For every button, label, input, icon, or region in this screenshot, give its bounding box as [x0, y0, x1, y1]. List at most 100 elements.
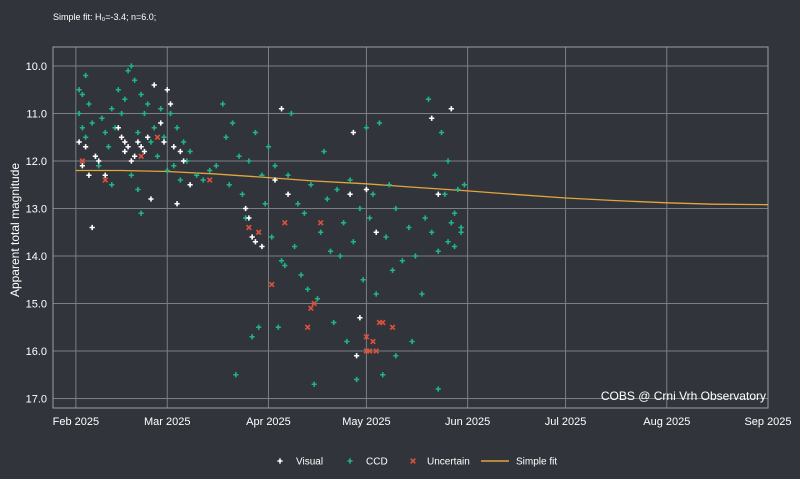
- data-point: [324, 196, 330, 202]
- data-point: [89, 224, 95, 231]
- data-point: [213, 163, 219, 169]
- legend-item-visual[interactable]: Visual: [277, 457, 323, 468]
- data-point: [363, 186, 370, 193]
- data-point: [410, 458, 416, 464]
- data-point: [350, 129, 356, 136]
- data-point: [233, 372, 239, 378]
- data-point: [86, 172, 92, 178]
- data-point: [187, 182, 193, 188]
- data-point: [187, 148, 193, 155]
- legend-label: Uncertain: [427, 457, 470, 468]
- data-point: [429, 229, 435, 235]
- data-point: [386, 182, 392, 188]
- data-point: [161, 134, 167, 140]
- data-point: [367, 215, 373, 221]
- data-point: [432, 172, 438, 178]
- data-point: [83, 72, 89, 79]
- data-point: [370, 338, 376, 345]
- data-point: [79, 163, 85, 169]
- data-point: [340, 220, 347, 226]
- data-point: [125, 144, 131, 150]
- data-point: [154, 153, 161, 159]
- data-point: [288, 110, 294, 117]
- data-point: [373, 348, 380, 354]
- data-point: [180, 139, 187, 145]
- data-point: [151, 125, 157, 131]
- legend-label: Visual: [296, 457, 323, 468]
- data-point: [331, 319, 337, 326]
- data-point: [314, 296, 321, 302]
- legend-label: CCD: [366, 457, 388, 468]
- data-point: [174, 125, 180, 131]
- data-point: [249, 334, 255, 340]
- data-point: [422, 215, 428, 221]
- data-point: [158, 120, 164, 126]
- data-point: [164, 87, 170, 93]
- x-tick-labels: Feb 2025 Mar 2025 Apr 2025 May 2025 Jun 2025…: [53, 416, 792, 428]
- data-point: [350, 239, 356, 245]
- data-point: [83, 144, 89, 150]
- data-point: [458, 229, 464, 235]
- data-point: [83, 134, 89, 140]
- data-point: [259, 243, 265, 250]
- data-point: [249, 234, 255, 240]
- credit-label: COBS @ Crni Vrh Observatory: [601, 389, 766, 403]
- x-tick-label: Apr 2025: [246, 416, 291, 428]
- data-point: [285, 191, 291, 197]
- data-point: [135, 139, 141, 145]
- data-point: [115, 87, 121, 93]
- data-point: [278, 258, 285, 264]
- plot-frame: [52, 46, 769, 409]
- x-tick-label: May 2025: [342, 416, 390, 428]
- data-point: [451, 243, 458, 250]
- data-point: [399, 258, 405, 264]
- data-point: [337, 253, 343, 259]
- y-tick-label: 12.0: [26, 156, 47, 168]
- data-point: [180, 158, 187, 164]
- data-point: [311, 300, 318, 307]
- data-point: [393, 205, 399, 212]
- data-point: [354, 376, 360, 383]
- data-point: [167, 110, 174, 117]
- data-point: [164, 167, 170, 174]
- data-point: [380, 372, 386, 378]
- data-point: [246, 215, 252, 221]
- data-point: [206, 177, 213, 183]
- legend[interactable]: Visual CCD Uncertain Simple fit: [277, 457, 557, 468]
- data-point: [275, 324, 281, 330]
- legend-item-uncertain[interactable]: Uncertain: [410, 457, 470, 468]
- y-tick-label: 17.0: [26, 394, 47, 406]
- data-point: [255, 229, 262, 236]
- fit-parameters-label: Simple fit: H₀=-3.4; n=6.0;: [53, 12, 157, 22]
- fit-line: [75, 169, 769, 206]
- data-point: [347, 177, 353, 183]
- data-point: [96, 163, 102, 169]
- data-point: [151, 82, 157, 88]
- data-point: [86, 101, 92, 107]
- legend-item-ccd[interactable]: CCD: [347, 457, 388, 468]
- data-point: [118, 110, 125, 117]
- data-point: [92, 153, 99, 159]
- data-point: [177, 148, 183, 155]
- data-point: [76, 110, 82, 117]
- data-point: [308, 305, 314, 312]
- fit-layer: [75, 169, 769, 206]
- data-point: [334, 186, 340, 193]
- data-point: [171, 144, 177, 150]
- data-point: [305, 286, 311, 292]
- data-point: [256, 324, 262, 330]
- points-layer: [76, 63, 467, 392]
- data-point: [102, 177, 109, 183]
- data-point: [347, 458, 353, 464]
- data-point: [76, 87, 82, 93]
- data-point: [327, 248, 334, 254]
- data-point: [138, 91, 144, 98]
- data-point: [262, 201, 268, 207]
- data-point: [220, 101, 226, 107]
- data-point: [376, 120, 383, 126]
- data-point: [370, 191, 376, 197]
- legend-item-simple-fit[interactable]: Simple fit: [481, 457, 557, 468]
- data-point: [122, 96, 128, 102]
- data-point: [96, 158, 102, 164]
- data-point: [259, 172, 265, 178]
